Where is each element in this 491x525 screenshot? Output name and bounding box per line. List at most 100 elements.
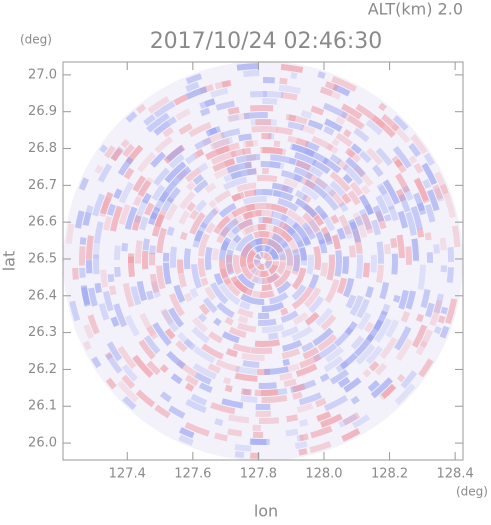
echo-texture [281,310,287,313]
y-tick-label: 26.0 [28,436,57,451]
echo-texture [116,190,120,198]
echo-texture [425,180,429,187]
echo-texture [195,152,203,157]
echo-texture [367,205,371,214]
echo-texture [261,164,281,166]
echo-texture [257,178,277,179]
echo-texture [222,260,225,277]
echo-texture [428,303,432,316]
echo-texture [258,322,276,323]
echo-texture [345,256,346,273]
echo-texture [302,113,312,116]
echo-texture [106,217,109,230]
echo-texture [173,247,174,268]
echo-texture [450,247,451,262]
echo-texture [382,283,386,299]
echo-texture [117,246,118,260]
echo-texture [250,108,273,109]
echo-texture [428,233,429,240]
x-tick-label: 128.0 [305,467,342,482]
echo-texture [287,417,298,419]
echo-texture [228,431,242,433]
echo-texture [321,376,328,380]
echo-texture [443,185,446,194]
echo-texture [255,342,279,344]
echo-texture [260,273,268,274]
echo-texture [82,246,83,265]
radar-field [63,61,463,461]
echo-texture [400,235,402,258]
chart-title: 2017/10/24 02:46:30 [150,29,383,54]
echo-texture [131,257,132,277]
echo-texture [297,141,308,145]
echo-texture [339,229,343,239]
echo-texture [311,109,323,113]
echo-texture [281,67,303,70]
echo-texture [239,137,252,139]
echo-texture [112,286,114,295]
echo-texture [149,291,151,299]
echo-texture [244,199,267,202]
echo-texture [192,211,197,218]
echo-texture [162,366,167,370]
echo-texture [188,184,193,189]
echo-texture [302,248,304,260]
echo-texture [411,157,415,163]
echo-texture [234,346,251,350]
x-unit: (deg) [456,485,488,499]
altitude-label: ALT(km) 2.0 [368,0,463,19]
echo-texture [414,239,416,261]
echo-texture [352,398,358,402]
echo-texture [441,316,443,322]
echo-texture [186,385,192,389]
echo-texture [136,198,140,205]
echo-texture [309,255,311,274]
echo-texture [189,204,194,210]
echo-texture [260,293,274,295]
echo-texture [384,305,388,315]
echo-texture [365,371,370,375]
echo-texture [326,233,330,244]
echo-texture [280,81,288,82]
echo-texture [224,380,230,382]
echo-texture [91,288,95,306]
y-tick-label: 26.9 [28,104,57,119]
echo-texture [268,335,278,336]
echo-texture [215,421,222,423]
echo-texture [331,93,339,97]
echo-texture [455,226,458,247]
echo-texture [423,290,427,308]
echo-texture [416,165,421,173]
echo-texture [181,274,184,287]
echo-texture [213,209,218,214]
echo-texture [235,447,251,449]
echo-texture [437,327,439,333]
echo-texture [69,224,72,244]
y-tick-label: 26.7 [28,178,57,193]
echo-texture [284,382,296,385]
echo-texture [215,83,229,86]
x-axis-label: lon [254,502,278,521]
x-tick-label: 127.4 [109,467,146,482]
echo-texture [257,256,259,259]
echo-texture [110,205,113,215]
echo-texture [245,192,256,194]
echo-texture [169,227,172,235]
echo-texture [215,435,227,438]
echo-texture [217,274,221,284]
echo-texture [268,258,269,263]
echo-texture [379,265,381,283]
echo-texture [243,73,259,74]
y-tick-label: 26.2 [28,362,57,377]
echo-texture [318,74,325,76]
echo-texture [208,248,210,270]
echo-texture [352,246,353,257]
echo-texture [337,119,344,123]
echo-texture [244,115,268,116]
echo-texture [180,260,181,274]
x-tick-label: 127.8 [240,467,277,482]
echo-texture [123,141,128,147]
echo-texture [251,350,272,351]
echo-texture [254,234,269,235]
echo-texture [379,242,381,264]
